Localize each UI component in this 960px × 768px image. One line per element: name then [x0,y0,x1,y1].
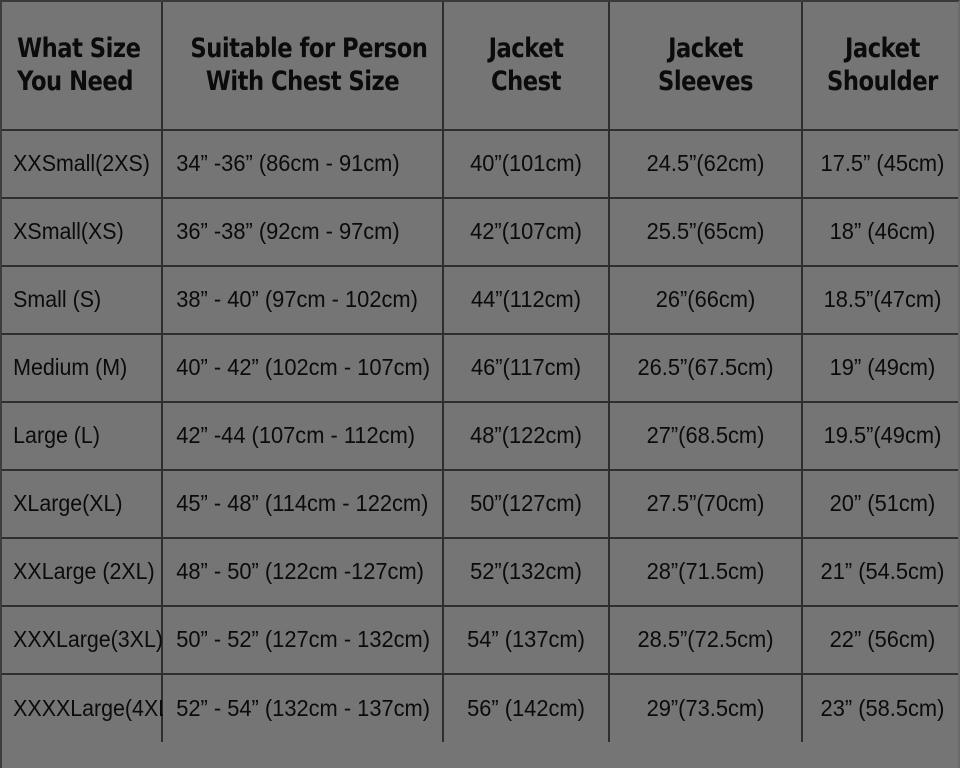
cell-jacket-chest: 40”(101cm) [447,130,606,199]
header-line-2: You Need [17,65,134,97]
cell-person-chest: 42” -44 (107cm - 112cm) [162,402,430,471]
table-row: XXXXLarge(4XL) 52” - 54” (132cm - 137cm)… [2,674,958,742]
cell-person-chest: 50” - 52” (127cm - 132cm) [162,606,430,675]
cell-jacket-sleeves: 24.5”(62cm) [613,130,799,199]
header-line-2: Chest [490,65,561,97]
cell-jacket-sleeves: 26”(66cm) [613,266,799,335]
table-row: XLarge(XL) 45” - 48” (114cm - 122cm) 50”… [2,470,958,539]
cell-size: XLarge(XL) [2,470,152,539]
cell-size: XXXLarge(3XL) [2,606,163,675]
cell-jacket-shoulder: 17.5” (45cm) [806,130,958,199]
table-row: XSmall(XS) 36” -38” (92cm - 97cm) 42”(10… [2,198,958,267]
table-body: XXSmall(2XS) 34” -36” (86cm - 91cm) 40”(… [2,130,958,742]
cell-jacket-shoulder: 18” (46cm) [806,198,958,267]
header-line-1: Jacket [668,32,743,64]
table-row: XXXLarge(3XL) 50” - 52” (127cm - 132cm) … [2,606,958,675]
header-line-1: Jacket [844,32,920,64]
column-header-suitable-for-person-with-chest-size: Suitable for Person With Chest Size [184,2,428,131]
cell-size: Large (L) [2,402,152,471]
cell-jacket-sleeves: 28.5”(72.5cm) [613,606,799,675]
header-line-1: What Size [17,32,141,64]
header-line-1: Jacket [488,32,564,64]
cell-jacket-chest: 54” (137cm) [447,606,606,675]
cell-person-chest: 40” - 42” (102cm - 107cm) [162,334,430,403]
cell-jacket-shoulder: 18.5”(47cm) [806,266,958,335]
cell-size: XXXXLarge(4XL) [2,674,177,742]
cell-jacket-shoulder: 22” (56cm) [806,606,958,675]
jacket-size-chart-table: What Size You Need Suitable for Person W… [2,2,958,742]
table-row: Large (L) 42” -44 (107cm - 112cm) 48”(12… [2,402,958,471]
cell-jacket-shoulder: 19.5”(49cm) [806,402,958,471]
header-row: What Size You Need Suitable for Person W… [2,2,958,131]
table-header: What Size You Need Suitable for Person W… [2,2,958,131]
header-line-2: Shoulder [827,65,938,97]
cell-jacket-chest: 52”(132cm) [447,538,606,607]
cell-jacket-shoulder: 20” (51cm) [806,470,958,539]
table-row: XXLarge (2XL) 48” - 50” (122cm -127cm) 5… [2,538,958,607]
cell-person-chest: 38” - 40” (97cm - 102cm) [162,266,430,335]
cell-jacket-sleeves: 25.5”(65cm) [613,198,799,267]
cell-size: XSmall(XS) [2,198,152,267]
cell-jacket-sleeves: 28”(71.5cm) [613,538,799,607]
cell-person-chest: 52” - 54” (132cm - 137cm) [162,674,430,742]
cell-jacket-chest: 42”(107cm) [447,198,606,267]
cell-jacket-chest: 56” (142cm) [447,674,606,742]
cell-jacket-sleeves: 27.5”(70cm) [613,470,799,539]
header-line-2: Sleeves [657,65,754,97]
header-line-2: With Chest Size [205,65,400,97]
table-row: XXSmall(2XS) 34” -36” (86cm - 91cm) 40”(… [2,130,958,199]
cell-jacket-chest: 50”(127cm) [447,470,606,539]
cell-jacket-sleeves: 29”(73.5cm) [613,674,799,742]
cell-size: XXLarge (2XL) [2,538,155,607]
cell-jacket-shoulder: 23” (58.5cm) [806,674,958,742]
cell-person-chest: 36” -38” (92cm - 97cm) [162,198,430,267]
cell-size: XXSmall(2XS) [2,130,152,199]
cell-jacket-sleeves: 26.5”(67.5cm) [613,334,799,403]
column-header-what-size-you-need: What Size You Need [2,2,141,131]
column-header-jacket-shoulder: Jacket Shoulder [814,2,950,131]
column-header-jacket-sleeves: Jacket Sleeves [624,2,788,131]
cell-person-chest: 45” - 48” (114cm - 122cm) [162,470,430,539]
cell-person-chest: 48” - 50” (122cm -127cm) [162,538,430,607]
cell-jacket-shoulder: 21” (54.5cm) [806,538,958,607]
column-header-jacket-chest: Jacket Chest [456,2,597,131]
cell-size: Medium (M) [2,334,152,403]
cell-jacket-chest: 46”(117cm) [447,334,606,403]
cell-person-chest: 34” -36” (86cm - 91cm) [162,130,430,199]
table-row: Small (S) 38” - 40” (97cm - 102cm) 44”(1… [2,266,958,335]
header-line-1: Suitable for Person [190,32,428,64]
cell-jacket-chest: 48”(122cm) [447,402,606,471]
table-row: Medium (M) 40” - 42” (102cm - 107cm) 46”… [2,334,958,403]
cell-jacket-sleeves: 27”(68.5cm) [613,402,799,471]
cell-size: Small (S) [2,266,152,335]
cell-jacket-shoulder: 19” (49cm) [806,334,958,403]
cell-jacket-chest: 44”(112cm) [447,266,606,335]
